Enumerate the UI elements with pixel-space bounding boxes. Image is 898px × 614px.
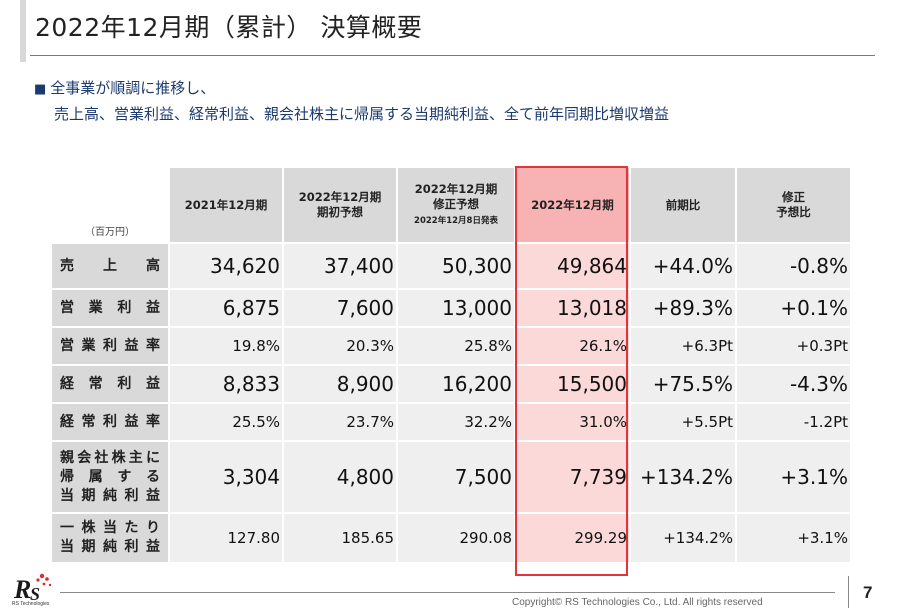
table-cell: 25.5% (170, 404, 282, 440)
table-cell: 19.8% (170, 328, 282, 364)
table-cell: 6,875 (170, 290, 282, 326)
row-label: 売 上 高 (52, 244, 168, 288)
table-cell: 50,300 (398, 244, 514, 288)
table-cell: +3.1% (737, 514, 850, 562)
table-cell: +75.5% (631, 366, 735, 402)
table-row: 営業利益 6,875 7,600 13,000 13,018 +89.3% +0… (52, 290, 850, 326)
bullet-square-icon: ■ (34, 82, 47, 97)
table-row: 売 上 高 34,620 37,400 50,300 49,864 +44.0%… (52, 244, 850, 288)
svg-text:S: S (30, 584, 40, 604)
table-cell: 20.3% (284, 328, 396, 364)
table-cell: 8,900 (284, 366, 396, 402)
title-accent-bar (20, 0, 26, 62)
table-cell: 185.65 (284, 514, 396, 562)
table-cell-highlighted: 15,500 (516, 366, 629, 402)
table-cell: +0.1% (737, 290, 850, 326)
footer-divider (60, 592, 835, 593)
page-title: 2022年12月期（累計） 決算概要 (35, 13, 423, 42)
table-cell: +0.3Pt (737, 328, 850, 364)
lead-text: ■ 全事業が順調に推移し、 売上高、営業利益、経常利益、親会社株主に帰属する当期純… (34, 76, 669, 126)
table-cell: +6.3Pt (631, 328, 735, 364)
logo-wordmark: RS Technologies (12, 601, 50, 607)
row-label: 経常利益率 (52, 404, 168, 440)
table-cell: 16,200 (398, 366, 514, 402)
table-cell: -0.8% (737, 244, 850, 288)
table-row: 親会社株主に 帰属する 当期純利益 3,304 4,800 7,500 7,73… (52, 442, 850, 512)
table-cell: -4.3% (737, 366, 850, 402)
row-label: 経常利益 (52, 366, 168, 402)
table-cell-highlighted: 49,864 (516, 244, 629, 288)
table-row: 一株当たり 当期純利益 127.80 185.65 290.08 299.29 … (52, 514, 850, 562)
table-cell: 13,000 (398, 290, 514, 326)
table-cell: 23.7% (284, 404, 396, 440)
row-label: 営業利益率 (52, 328, 168, 364)
table-cell-highlighted: 299.29 (516, 514, 629, 562)
table-cell: 290.08 (398, 514, 514, 562)
table-cell-highlighted: 7,739 (516, 442, 629, 512)
title-divider (30, 55, 875, 56)
financial-summary-table: （百万円） 2021年12月期 2022年12月期 期初予想 2022年12月期修… (50, 166, 852, 564)
table-cell: +44.0% (631, 244, 735, 288)
table-cell: +5.5Pt (631, 404, 735, 440)
table-cell: 3,304 (170, 442, 282, 512)
table-cell: 127.80 (170, 514, 282, 562)
copyright-text: Copyright© RS Technologies Co., Ltd. All… (512, 597, 763, 608)
svg-text:R: R (13, 575, 31, 604)
table-cell: 34,620 (170, 244, 282, 288)
table-header-row: （百万円） 2021年12月期 2022年12月期 期初予想 2022年12月期修… (52, 168, 850, 242)
table-cell: 37,400 (284, 244, 396, 288)
table-cell: +3.1% (737, 442, 850, 512)
col-header: 2021年12月期 (170, 168, 282, 242)
col-header: 2022年12月期 期初予想 (284, 168, 396, 242)
table-cell: 7,600 (284, 290, 396, 326)
table-cell: 8,833 (170, 366, 282, 402)
table-cell: -1.2Pt (737, 404, 850, 440)
table-row: 経常利益率 25.5% 23.7% 32.2% 31.0% +5.5Pt -1.… (52, 404, 850, 440)
table-row: 経常利益 8,833 8,900 16,200 15,500 +75.5% -4… (52, 366, 850, 402)
table-cell: +134.2% (631, 514, 735, 562)
table-cell: +134.2% (631, 442, 735, 512)
unit-label: （百万円） (52, 168, 168, 242)
table-cell: 4,800 (284, 442, 396, 512)
table-cell-highlighted: 31.0% (516, 404, 629, 440)
page-number: 7 (863, 583, 873, 602)
table-cell: +89.3% (631, 290, 735, 326)
col-header-highlighted: 2022年12月期 (516, 168, 629, 242)
table-cell: 32.2% (398, 404, 514, 440)
row-label: 営業利益 (52, 290, 168, 326)
table-cell: 7,500 (398, 442, 514, 512)
col-header: 2022年12月期 修正予想 2022年12月8日発表 (398, 168, 514, 242)
footer-separator (848, 576, 849, 608)
company-logo-icon: R S (13, 573, 52, 604)
table-cell: 25.8% (398, 328, 514, 364)
lead-line-2: 売上高、営業利益、経常利益、親会社株主に帰属する当期純利益、全て前年同期比増収増… (54, 105, 670, 123)
table-row: 営業利益率 19.8% 20.3% 25.8% 26.1% +6.3Pt +0.… (52, 328, 850, 364)
col-header: 前期比 (631, 168, 735, 242)
row-label: 親会社株主に 帰属する 当期純利益 (52, 442, 168, 512)
table-cell-highlighted: 26.1% (516, 328, 629, 364)
row-label: 一株当たり 当期純利益 (52, 514, 168, 562)
col-header: 修正 予想比 (737, 168, 850, 242)
table-cell-highlighted: 13,018 (516, 290, 629, 326)
lead-line-1: 全事業が順調に推移し、 (50, 79, 216, 97)
